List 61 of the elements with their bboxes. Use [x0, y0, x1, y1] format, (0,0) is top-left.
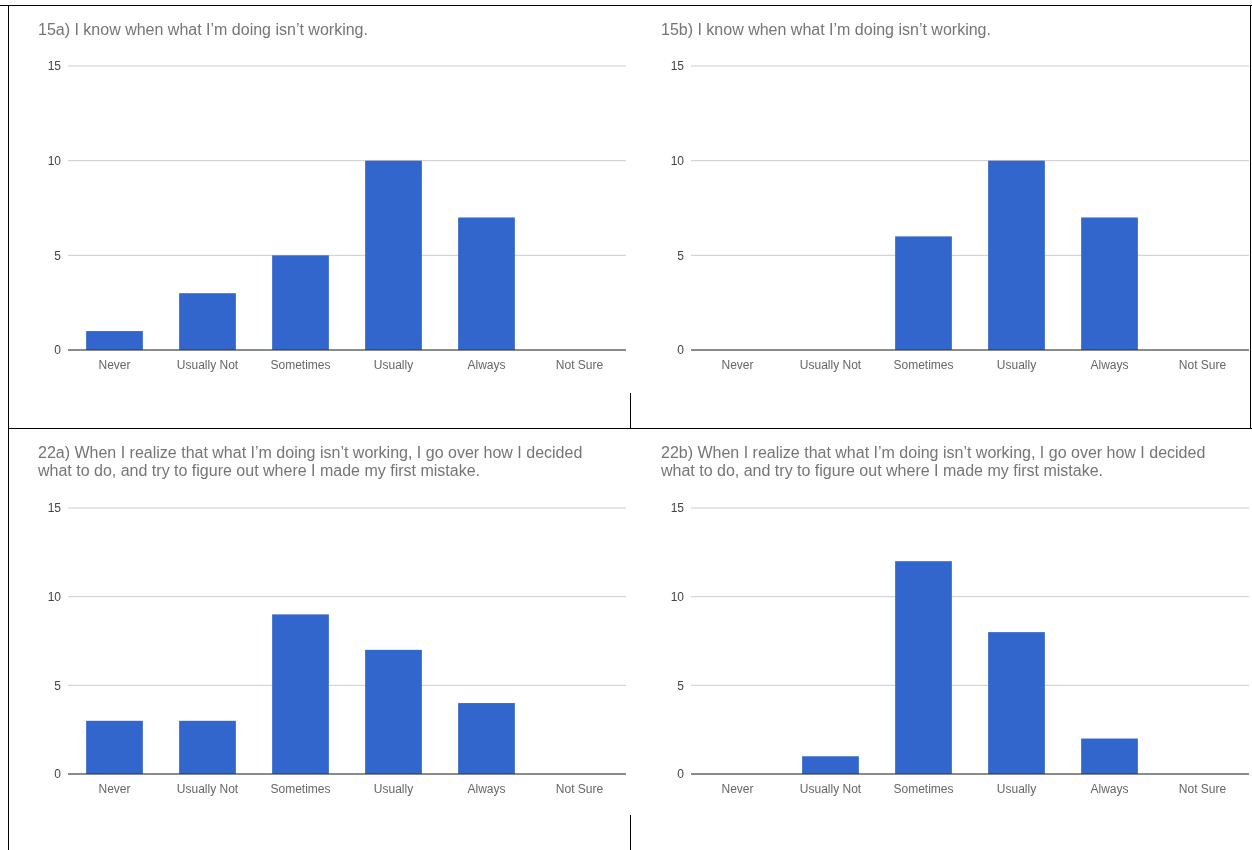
x-tick-label: Usually Not — [176, 358, 239, 372]
y-tick-label: 15 — [670, 501, 685, 516]
y-tick-label: 10 — [670, 589, 685, 604]
x-tick-label: Usually — [996, 782, 1037, 796]
x-tick-label: Sometimes — [270, 782, 331, 796]
y-tick-label: 10 — [47, 589, 62, 604]
chart-title: 22a) When I realize that what I’m doing isn’t working, I go over how I decided what to do, and try to figure out where I made my first mistake. — [37, 444, 583, 479]
y-tick-label: 5 — [677, 678, 685, 693]
bar — [272, 255, 329, 350]
x-tick-label: Sometimes — [893, 782, 954, 796]
y-tick-label: 10 — [670, 153, 685, 168]
bar — [458, 217, 515, 350]
bar — [365, 160, 422, 350]
x-tick-label: Not Sure — [1178, 782, 1227, 796]
y-tick-label: 0 — [677, 767, 685, 782]
x-tick-label: Never — [721, 782, 754, 796]
y-tick-label: 5 — [54, 248, 62, 263]
x-tick-label: Never — [98, 358, 131, 372]
bar — [988, 160, 1045, 350]
y-tick-label: 5 — [677, 248, 685, 263]
bar — [988, 632, 1045, 774]
chart-title: 22b) When I realize that what I’m doing isn’t working, I go over how I decided what to do, and try to figure out where I made my first mistake. — [660, 444, 1206, 479]
bar — [1081, 738, 1138, 774]
x-tick-label: Always — [467, 358, 506, 372]
bar — [895, 236, 952, 350]
chart-title: 15b) I know when what I’m doing isn’t working. — [661, 21, 991, 38]
x-tick-label: Sometimes — [893, 358, 954, 372]
x-tick-label: Usually — [996, 358, 1037, 372]
x-tick-label: Never — [721, 358, 754, 372]
y-tick-label: 10 — [47, 153, 62, 168]
y-tick-label: 0 — [54, 343, 62, 358]
x-tick-label: Always — [467, 782, 506, 796]
x-tick-label: Sometimes — [270, 358, 331, 372]
x-tick-label: Not Sure — [1178, 358, 1227, 372]
x-tick-label: Usually Not — [799, 358, 862, 372]
y-tick-label: 5 — [54, 678, 62, 693]
bar — [179, 293, 236, 350]
bar — [802, 756, 859, 774]
y-tick-label: 0 — [54, 767, 62, 782]
x-tick-label: Usually Not — [799, 782, 862, 796]
x-tick-label: Usually — [373, 782, 414, 796]
x-tick-label: Not Sure — [555, 358, 604, 372]
x-tick-label: Never — [98, 782, 131, 796]
bar — [458, 703, 515, 774]
x-tick-label: Always — [1090, 782, 1129, 796]
bar — [86, 331, 143, 350]
x-tick-label: Not Sure — [555, 782, 604, 796]
y-tick-label: 15 — [670, 59, 685, 74]
x-tick-label: Always — [1090, 358, 1129, 372]
bar — [179, 720, 236, 774]
y-tick-label: 15 — [47, 501, 62, 516]
bar — [895, 561, 952, 774]
x-tick-label: Usually — [373, 358, 414, 372]
bar — [365, 649, 422, 774]
y-tick-label: 0 — [677, 343, 685, 358]
bar — [1081, 217, 1138, 350]
x-tick-label: Usually Not — [176, 782, 239, 796]
y-tick-label: 15 — [47, 59, 62, 74]
chart-title: 15a) I know when what I’m doing isn’t working. — [38, 21, 368, 38]
bar — [86, 720, 143, 774]
bar — [272, 614, 329, 774]
